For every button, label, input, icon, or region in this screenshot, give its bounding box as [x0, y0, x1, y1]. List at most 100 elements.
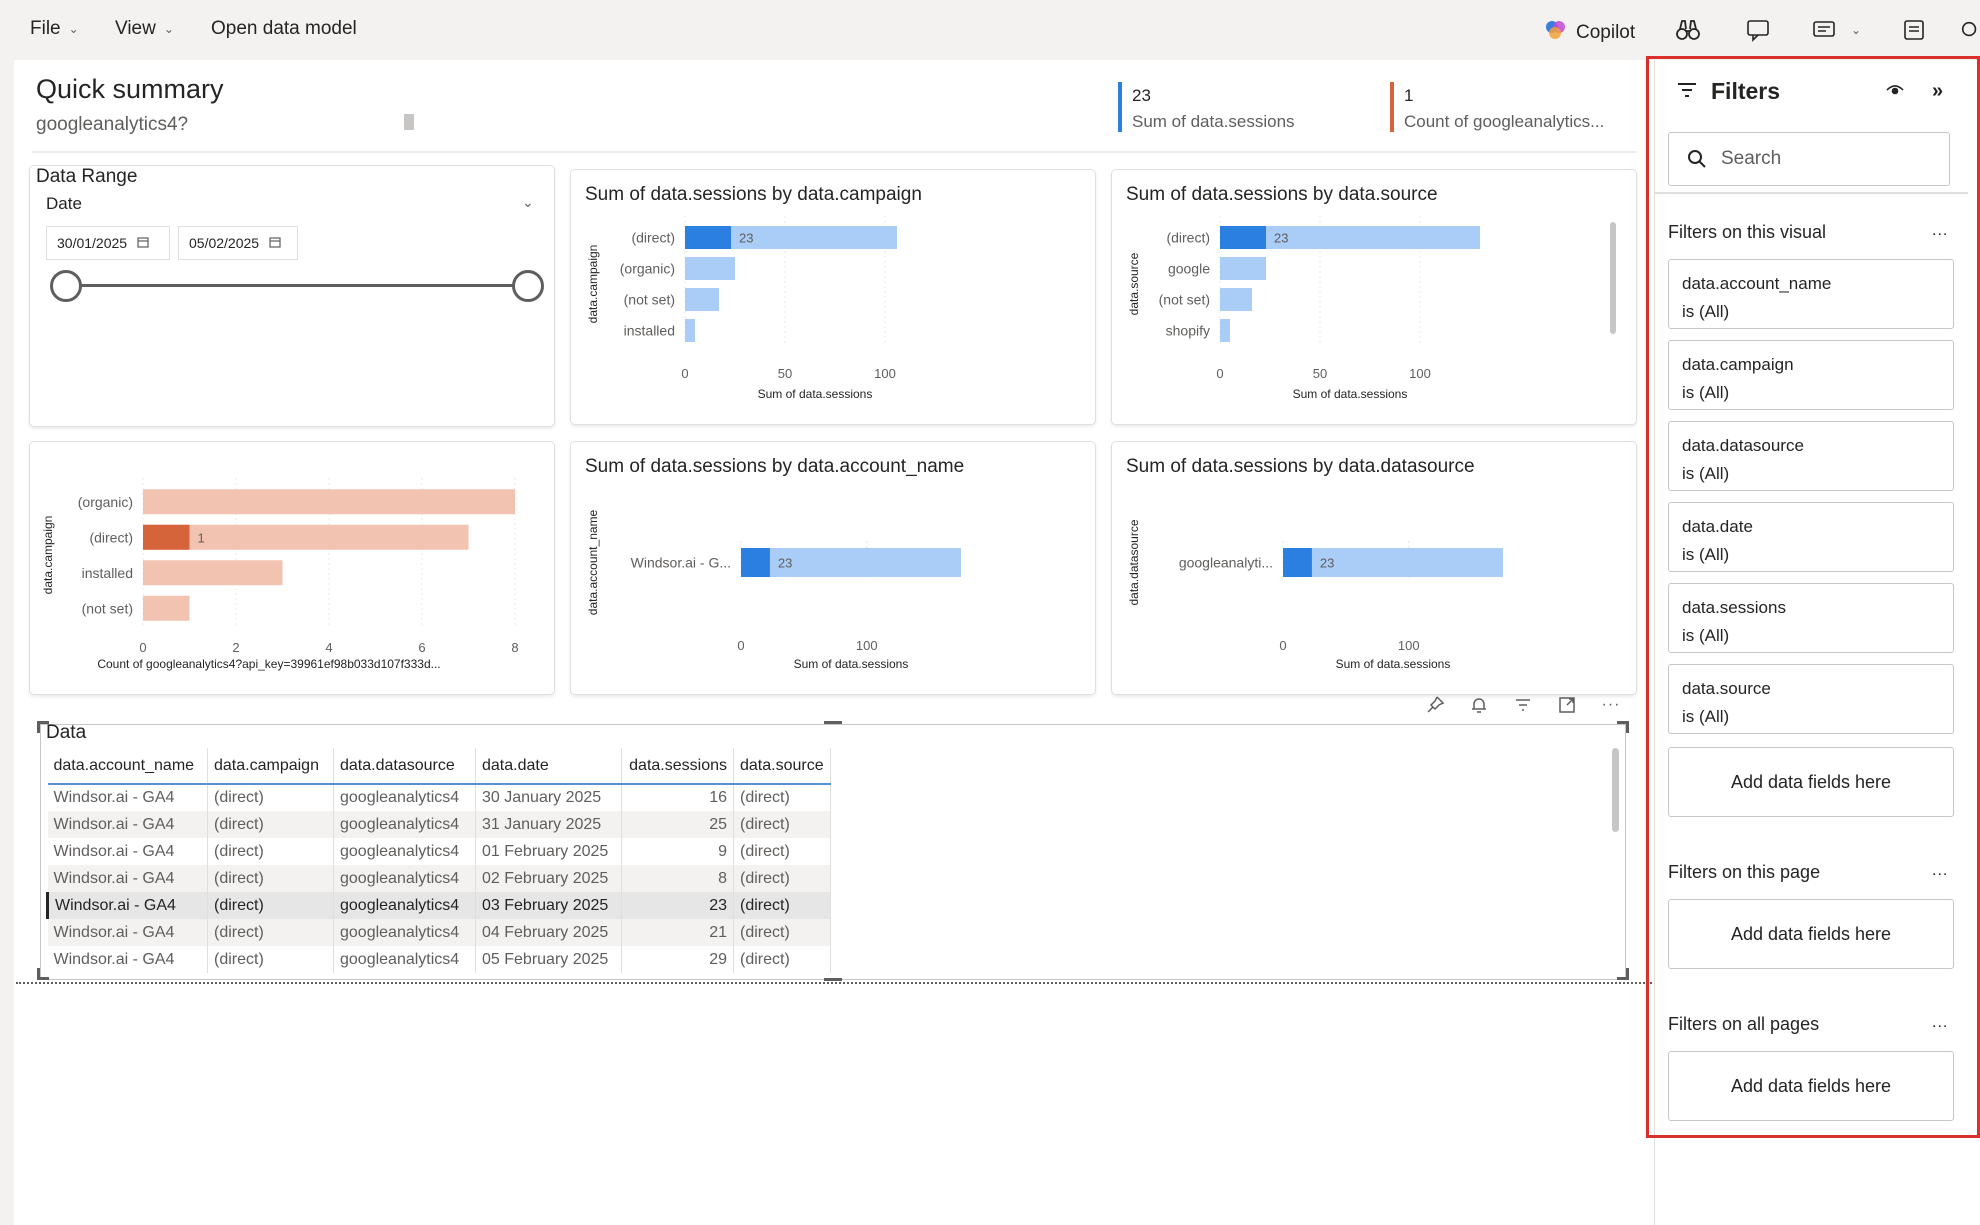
scrollbar[interactable] — [1610, 222, 1616, 334]
eye-icon[interactable] — [1886, 82, 1904, 103]
table-row[interactable]: Windsor.ai - GA4 (direct) googleanalytics4… — [47, 865, 831, 892]
filter-card[interactable]: data.date is (All) — [1668, 502, 1954, 572]
bar — [1220, 288, 1252, 311]
calendar-icon[interactable] — [269, 235, 281, 251]
category-label: shopify — [1166, 323, 1210, 339]
filter-card[interactable]: data.sessions is (All) — [1668, 583, 1954, 653]
bar — [143, 489, 515, 515]
column-header[interactable]: data.datasource — [333, 748, 476, 785]
end-date-field[interactable]: 05/02/2025 — [178, 226, 298, 260]
table-cell: googleanalytics4 — [333, 865, 476, 892]
add-all-pages-filter-drop[interactable]: Add data fields here — [1668, 1051, 1954, 1121]
page-boundary — [16, 982, 1652, 984]
range-slider-track[interactable] — [66, 284, 528, 287]
highlighted-bar — [741, 548, 770, 577]
chart-card-source[interactable]: Sum of data.sessions by data.source 0 50 1… — [1112, 170, 1636, 424]
resize-handle[interactable] — [824, 978, 842, 981]
x-axis-title: Sum of data.sessions — [758, 387, 873, 401]
resize-handle[interactable] — [824, 721, 842, 724]
filter-card[interactable]: data.account_name is (All) — [1668, 259, 1954, 329]
table-row[interactable]: Windsor.ai - GA4 (direct) googleanalytics4… — [47, 919, 831, 946]
column-header[interactable]: data.source — [733, 748, 831, 785]
chevron-down-icon[interactable]: ⌄ — [1850, 23, 1862, 37]
filter-state: is (All) — [1682, 707, 1730, 726]
report-title: Quick summary — [36, 74, 224, 104]
filters-search-box[interactable]: Search — [1668, 132, 1950, 186]
chart-title: Sum of data.sessions by data.account_nam… — [585, 456, 965, 477]
chart-card-count-by-campaign[interactable]: 0 2 4 6 8 Count of googleanalytics4?api_key=3… — [30, 442, 554, 694]
column-header[interactable]: data.account_name — [47, 748, 208, 785]
filter-card[interactable]: data.datasource is (All) — [1668, 421, 1954, 491]
column-header[interactable]: data.date — [475, 748, 622, 785]
calendar-icon[interactable] — [137, 235, 149, 251]
table-cell: googleanalytics4 — [333, 919, 476, 946]
bell-icon[interactable] — [1464, 690, 1494, 720]
kpi-accent-bar — [1390, 82, 1394, 132]
open-data-model-button[interactable]: Open data model — [211, 18, 357, 40]
range-start-handle[interactable] — [50, 270, 82, 302]
kpi-value: 23 — [1132, 86, 1151, 105]
more-options-icon[interactable]: ··· — [1601, 696, 1621, 713]
table-row[interactable]: Windsor.ai - GA4 (direct) googleanalytics4… — [47, 838, 831, 865]
highlighted-bar — [143, 524, 190, 550]
comment-icon[interactable] — [1744, 16, 1772, 44]
pin-icon[interactable] — [1420, 690, 1450, 720]
table-cell: 9 — [621, 838, 734, 865]
add-visual-filter-drop[interactable]: Add data fields here — [1668, 747, 1954, 817]
table-cell: (direct) — [207, 865, 334, 892]
resize-corner[interactable] — [1617, 721, 1629, 733]
filter-card[interactable]: data.campaign is (All) — [1668, 340, 1954, 410]
more-options-icon[interactable]: ... — [1932, 862, 1949, 879]
copilot-button[interactable]: Copilot — [1544, 18, 1635, 48]
collapse-pane-icon[interactable]: » — [1932, 80, 1944, 102]
column-header[interactable]: data.campaign — [207, 748, 334, 785]
notes-icon[interactable] — [1900, 16, 1928, 44]
y-axis-title: data.campaign — [41, 516, 55, 595]
x-tick-label: 4 — [325, 640, 332, 655]
focus-mode-icon[interactable] — [1552, 690, 1582, 720]
column-header[interactable]: data.sessions — [621, 748, 734, 785]
date-range-slicer[interactable] — [30, 166, 554, 426]
table-scrollbar[interactable] — [1612, 748, 1619, 832]
table-row[interactable]: Windsor.ai - GA4 (direct) googleanalytics4… — [47, 946, 831, 973]
subscribe-icon[interactable] — [1810, 16, 1838, 44]
resize-corner[interactable] — [37, 721, 49, 733]
chevron-down-icon[interactable]: ⌄ — [522, 194, 534, 210]
category-label: (not set) — [82, 600, 133, 616]
table-cell: googleanalytics4 — [333, 946, 476, 973]
more-options-icon[interactable]: ... — [1932, 222, 1949, 239]
table-cell: 31 January 2025 — [475, 811, 622, 838]
chart-card-campaign[interactable]: Sum of data.sessions by data.campaign 0 5… — [571, 170, 1095, 424]
bar — [1220, 257, 1266, 280]
view-menu-label: View — [115, 18, 156, 39]
table-cell: googleanalytics4 — [333, 784, 476, 811]
more-options-icon[interactable]: ... — [1932, 1014, 1949, 1031]
table-cell: Windsor.ai - GA4 — [47, 919, 208, 946]
table-cell: (direct) — [207, 919, 334, 946]
category-label: google — [1168, 261, 1210, 277]
search-icon[interactable] — [1960, 16, 1980, 44]
range-end-handle[interactable] — [512, 270, 544, 302]
table-row[interactable]: Windsor.ai - GA4 (direct) googleanalytics4… — [47, 784, 831, 811]
resize-corner[interactable] — [37, 968, 49, 980]
filter-card[interactable]: data.source is (All) — [1668, 664, 1954, 734]
binoculars-icon[interactable] — [1674, 16, 1702, 44]
table-row[interactable]: Windsor.ai - GA4 (direct) googleanalytics4… — [46, 892, 831, 919]
resize-corner[interactable] — [1617, 968, 1629, 980]
chart-title: Sum of data.sessions by data.source — [1126, 184, 1438, 205]
kpi-sum-sessions[interactable]: 23 Sum of data.sessions — [1118, 82, 1295, 132]
add-page-filter-drop[interactable]: Add data fields here — [1668, 899, 1954, 969]
table-row[interactable]: Windsor.ai - GA4 (direct) googleanalytics4… — [47, 811, 831, 838]
view-menu[interactable]: View ⌄ — [115, 18, 174, 40]
chart-card-account[interactable]: Sum of data.sessions by data.account_nam… — [571, 442, 1095, 694]
kpi-count[interactable]: 1 Count of googleanalytics... — [1390, 82, 1604, 132]
file-menu-label: File — [30, 18, 61, 39]
category-label: (direct) — [89, 529, 133, 545]
start-date-field[interactable]: 30/01/2025 — [46, 226, 170, 260]
x-tick-label: 0 — [737, 638, 744, 653]
filters-divider — [1654, 192, 1968, 194]
filter-field-name: data.datasource — [1682, 436, 1804, 455]
chart-card-datasource[interactable]: Sum of data.sessions by data.datasource … — [1112, 442, 1636, 694]
file-menu[interactable]: File ⌄ — [30, 18, 79, 40]
filter-icon[interactable] — [1508, 690, 1538, 720]
